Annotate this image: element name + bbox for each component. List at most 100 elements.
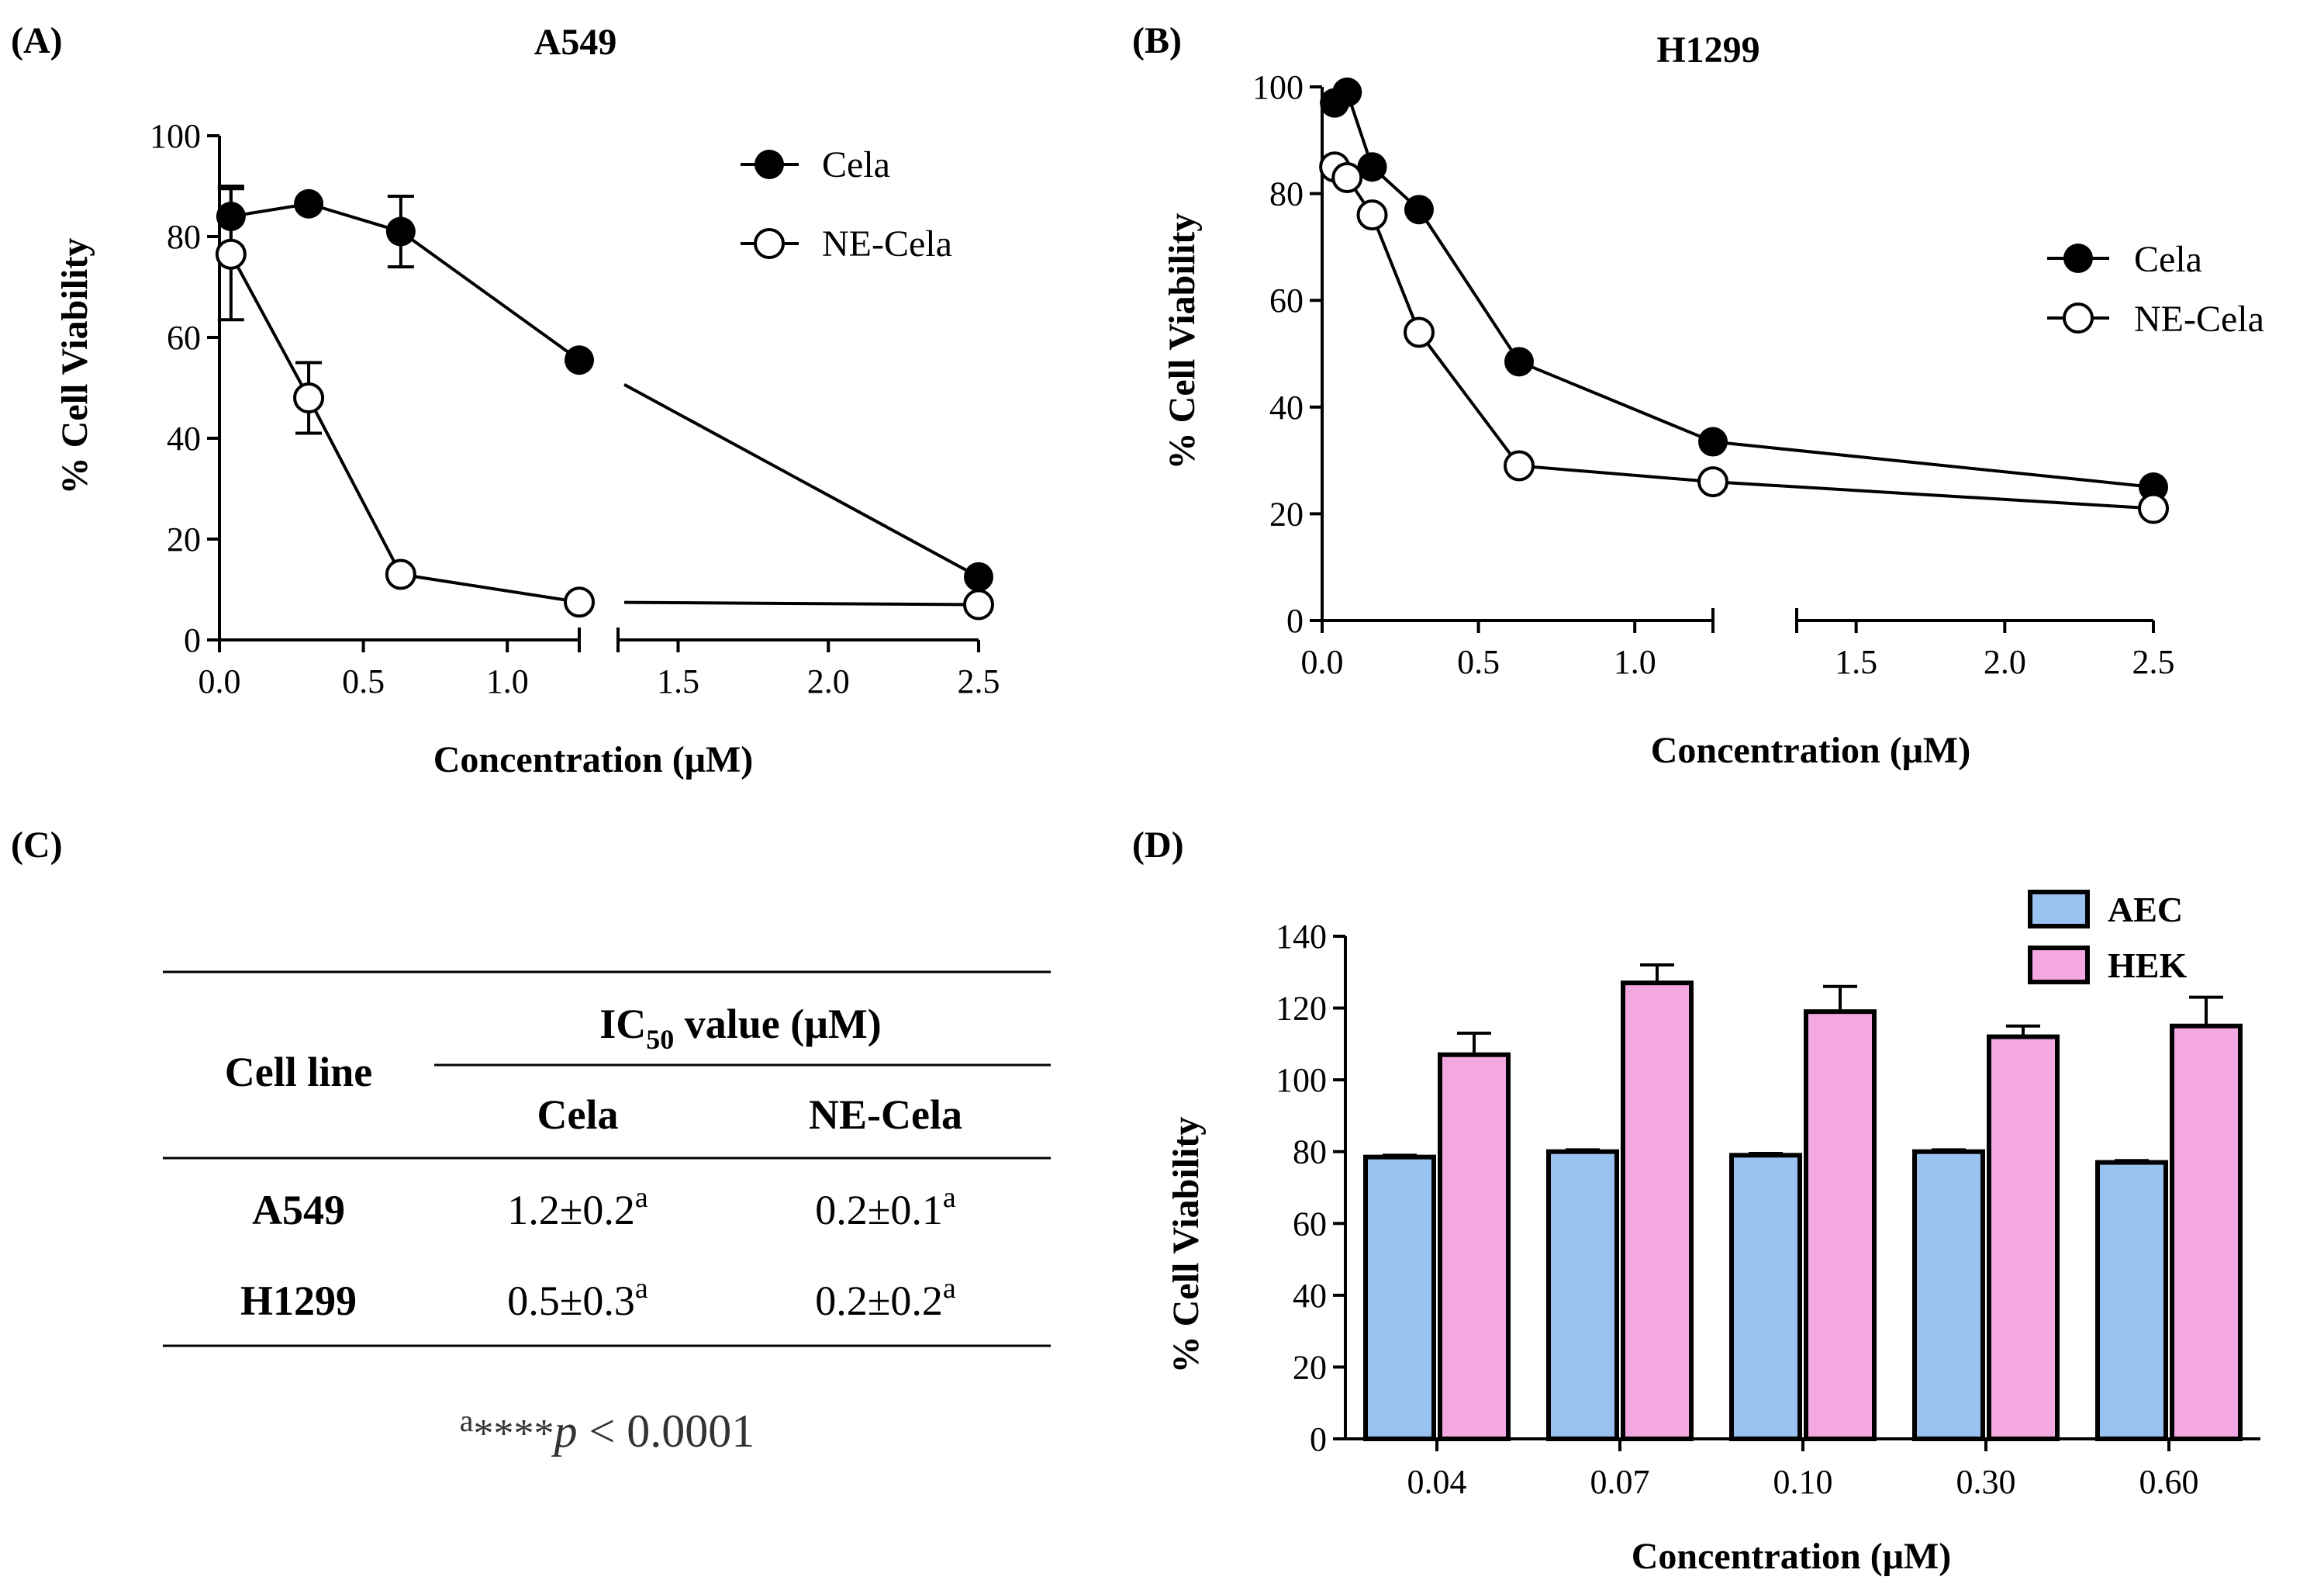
point-ne-cela: [1697, 466, 1728, 498]
y-tick-label: 0: [184, 621, 201, 659]
x-tick-label: 1.5: [1835, 643, 1877, 681]
point-cela: [1357, 152, 1387, 182]
x-tick-label: 2.0: [1984, 643, 2026, 681]
table-row-h1299-cela: 0.5±0.3a: [507, 1272, 648, 1324]
y-tick-label: 40: [167, 420, 201, 458]
y-tick-label: 100: [1276, 1061, 1327, 1099]
table-header-cela: Cela: [537, 1091, 619, 1138]
x-tick-label: 0.30: [1956, 1463, 2016, 1501]
panel-a-title: A549: [534, 22, 617, 63]
bar-aec: [2095, 1160, 2168, 1441]
panel-b-marks: [1319, 77, 2169, 524]
point-ne-cela: [385, 558, 416, 590]
point-ne-cela: [1331, 161, 1363, 193]
legend-cela-marker: [2063, 244, 2093, 273]
bar-aec: [1912, 1149, 1985, 1441]
panel-d-legend: AEC HEK: [2028, 890, 2187, 985]
bar-hek: [2170, 1023, 2243, 1441]
point-ne-cela: [293, 382, 325, 413]
x-tick-label: 0.0: [1301, 643, 1344, 681]
panel-a-axes: 0 20 40 60 80 100 0.0 0.5 1.0 1.5 2.0 2.5: [150, 117, 1000, 700]
series-line-ne-cela: [230, 253, 979, 607]
table-row-h1299-necela: 0.2±0.2a: [815, 1272, 956, 1324]
x-tick-label: 0.04: [1407, 1463, 1467, 1501]
y-tick-label: 0: [1310, 1420, 1327, 1458]
point-ne-cela: [963, 589, 994, 621]
panel-a-marks: [215, 185, 994, 621]
x-tick-label: 1.0: [486, 662, 529, 700]
y-tick-label: 20: [1293, 1348, 1327, 1386]
x-tick-label: 0.5: [1457, 643, 1500, 681]
point-ne-cela: [215, 238, 247, 270]
y-tick-label: 140: [1276, 918, 1327, 956]
panel-b: (B) H1299 0 20 40 60 80 100 0.0 0.5 1.0 1.5 2.0 2.5…: [1132, 20, 2264, 771]
panel-b-legend: Cela NE-Cela: [2047, 239, 2264, 340]
panel-d-x-title: Concentration (μM): [1632, 1536, 1951, 1577]
series-line-ne-cela: [1333, 165, 2154, 510]
table-header-ic50: IC50 value (μM): [599, 1001, 882, 1055]
y-tick-label: 100: [150, 117, 201, 155]
bar-hek: [1804, 1009, 1877, 1441]
point-cela: [1404, 195, 1434, 225]
point-cela: [385, 216, 416, 247]
table-footnote: a****p < 0.0001: [460, 1403, 755, 1457]
x-tick-label: 2.5: [2132, 643, 2175, 681]
point-ne-cela: [1356, 199, 1388, 231]
legend-cela-label: Cela: [2134, 239, 2202, 280]
y-tick-label: 100: [1252, 68, 1304, 106]
legend-hek-label: HEK: [2108, 946, 2187, 985]
panel-b-label: (B): [1132, 20, 1182, 61]
y-tick-label: 60: [167, 319, 201, 357]
legend-aec-label: AEC: [2108, 890, 2183, 929]
y-tick-label: 40: [1293, 1277, 1327, 1315]
table-header-cell-line: Cell line: [225, 1049, 372, 1095]
legend-necela-label: NE-Cela: [822, 223, 952, 265]
legend-hek-swatch: [2028, 946, 2090, 984]
y-tick-label: 20: [167, 520, 201, 558]
table-row-a549-necela: 0.2±0.1a: [815, 1181, 956, 1233]
point-cela: [964, 562, 993, 592]
panel-a-y-title: % Cell Viability: [54, 238, 95, 495]
panel-d-y-title: % Cell Viability: [1165, 1117, 1207, 1374]
legend-cela-label: Cela: [822, 144, 890, 185]
bar-aec: [1729, 1153, 1802, 1442]
bar-hek: [1438, 1052, 1511, 1441]
point-ne-cela: [1403, 316, 1435, 348]
table-row-h1299-name: H1299: [240, 1278, 357, 1324]
panel-b-title: H1299: [1656, 29, 1759, 71]
legend-aec-swatch: [2028, 890, 2090, 928]
bar-aec: [1363, 1154, 1436, 1441]
panel-d-marks: [1363, 963, 2243, 1442]
point-cela: [294, 188, 324, 219]
x-tick-label: 0.07: [1590, 1463, 1650, 1501]
panel-a-legend: Cela NE-Cela: [741, 144, 952, 265]
x-tick-label: 2.5: [958, 662, 1000, 700]
legend-necela-label: NE-Cela: [2134, 299, 2264, 340]
panel-b-x-title: Concentration (μM): [1651, 730, 1970, 771]
panel-c-label: (C): [11, 825, 63, 866]
panel-d: (D) 0 20 40 60 80 100 120 140 0.04 0.07 0.10 0.30 0.…: [1132, 825, 2260, 1577]
bar-hek: [1987, 1034, 2060, 1441]
y-tick-label: 60: [1269, 282, 1304, 320]
y-tick-label: 20: [1269, 495, 1304, 533]
point-ne-cela: [564, 586, 595, 618]
y-tick-label: 0: [1286, 602, 1304, 640]
panel-b-axes: 0 20 40 60 80 100 0.0 0.5 1.0 1.5 2.0 2.5: [1252, 68, 2175, 681]
panel-a-x-title: Concentration (μM): [433, 739, 753, 780]
bar-aec: [1546, 1149, 1619, 1441]
panel-d-label: (D): [1132, 825, 1184, 866]
point-cela: [1698, 427, 1728, 457]
x-tick-label: 0.0: [199, 662, 241, 700]
y-tick-label: 80: [1293, 1133, 1327, 1171]
point-ne-cela: [2138, 493, 2169, 524]
panel-c: (C) Cell line IC50 value (μM) Cela NE-Ce…: [11, 825, 1051, 1457]
table-row-a549-cela: 1.2±0.2a: [507, 1181, 648, 1233]
legend-necela-marker: [754, 228, 785, 259]
y-tick-label: 40: [1269, 389, 1304, 427]
y-tick-label: 80: [167, 218, 201, 256]
legend-necela-marker: [2063, 303, 2094, 334]
y-tick-label: 120: [1276, 990, 1327, 1028]
point-cela: [2139, 472, 2168, 502]
x-tick-label: 1.5: [657, 662, 699, 700]
